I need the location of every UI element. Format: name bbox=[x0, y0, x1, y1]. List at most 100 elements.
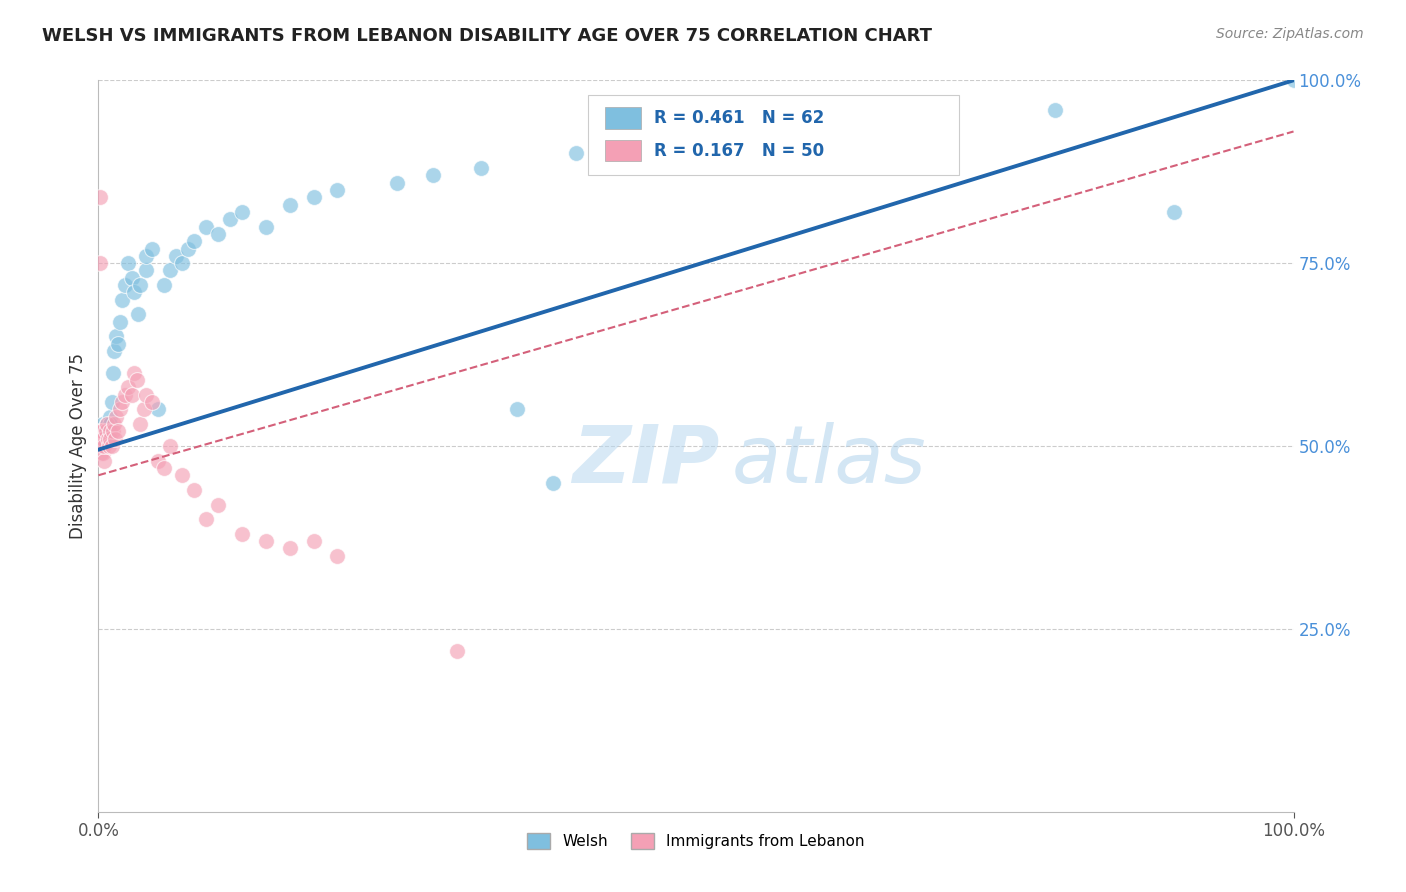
Point bbox=[141, 395, 163, 409]
Text: atlas: atlas bbox=[733, 422, 927, 500]
Point bbox=[90, 446, 112, 460]
Point bbox=[111, 395, 134, 409]
Point bbox=[207, 227, 229, 241]
Point bbox=[177, 242, 200, 256]
Point bbox=[98, 439, 121, 453]
FancyBboxPatch shape bbox=[605, 139, 641, 161]
Point bbox=[103, 343, 125, 358]
Point bbox=[93, 439, 115, 453]
Point bbox=[541, 475, 564, 490]
Point bbox=[101, 425, 124, 439]
Point bbox=[135, 263, 157, 277]
Point bbox=[90, 425, 112, 439]
Point bbox=[135, 249, 157, 263]
Point bbox=[165, 249, 187, 263]
Point bbox=[924, 110, 946, 124]
Point bbox=[1163, 205, 1185, 219]
Point bbox=[111, 293, 134, 307]
Point bbox=[93, 453, 115, 467]
Point bbox=[91, 417, 114, 431]
Point bbox=[98, 432, 121, 446]
Point bbox=[105, 329, 128, 343]
Point bbox=[148, 453, 170, 467]
Point bbox=[159, 263, 181, 277]
Point bbox=[385, 176, 409, 190]
Point bbox=[90, 439, 112, 453]
Point bbox=[231, 205, 253, 219]
Point bbox=[98, 432, 122, 446]
Point bbox=[121, 388, 143, 402]
Text: WELSH VS IMMIGRANTS FROM LEBANON DISABILITY AGE OVER 75 CORRELATION CHART: WELSH VS IMMIGRANTS FROM LEBANON DISABIL… bbox=[42, 27, 932, 45]
Point bbox=[91, 432, 114, 446]
FancyBboxPatch shape bbox=[605, 107, 641, 128]
Point bbox=[159, 439, 181, 453]
Text: R = 0.461   N = 62: R = 0.461 N = 62 bbox=[654, 109, 824, 127]
Point bbox=[195, 219, 218, 234]
Text: ZIP: ZIP bbox=[572, 422, 720, 500]
Point bbox=[141, 242, 163, 256]
Point bbox=[114, 278, 136, 293]
Point bbox=[90, 425, 112, 439]
Point bbox=[506, 402, 529, 417]
Point bbox=[124, 366, 146, 380]
Point bbox=[121, 270, 143, 285]
Point bbox=[135, 388, 157, 402]
Point bbox=[470, 161, 492, 175]
Point bbox=[117, 256, 139, 270]
Point bbox=[108, 315, 131, 329]
Point bbox=[89, 425, 111, 439]
Point bbox=[195, 512, 218, 526]
Point bbox=[105, 409, 128, 424]
Point bbox=[302, 534, 325, 549]
Point bbox=[302, 190, 325, 204]
Point bbox=[97, 432, 120, 446]
Point bbox=[254, 219, 277, 234]
Point bbox=[278, 197, 301, 211]
Point bbox=[446, 644, 468, 658]
Point bbox=[219, 212, 242, 227]
Point bbox=[183, 234, 205, 248]
Text: Source: ZipAtlas.com: Source: ZipAtlas.com bbox=[1216, 27, 1364, 41]
Point bbox=[865, 117, 887, 131]
Point bbox=[108, 402, 131, 417]
Point bbox=[326, 183, 349, 197]
Point bbox=[117, 380, 139, 394]
Point bbox=[125, 373, 148, 387]
Point bbox=[98, 417, 122, 431]
Point bbox=[231, 526, 253, 541]
Point bbox=[89, 190, 111, 204]
Point bbox=[91, 425, 114, 439]
Point bbox=[103, 417, 125, 431]
Point bbox=[745, 124, 768, 138]
Point bbox=[98, 409, 122, 424]
Point bbox=[94, 432, 117, 446]
Point bbox=[94, 425, 117, 439]
Point bbox=[98, 425, 122, 439]
Point bbox=[89, 439, 111, 453]
Point bbox=[91, 425, 114, 439]
Point bbox=[93, 425, 115, 439]
Point bbox=[89, 432, 111, 446]
Point bbox=[91, 446, 114, 460]
Point bbox=[91, 432, 114, 446]
Point bbox=[101, 366, 124, 380]
Y-axis label: Disability Age Over 75: Disability Age Over 75 bbox=[69, 353, 87, 539]
Point bbox=[1282, 73, 1305, 87]
Point bbox=[685, 132, 707, 146]
Point bbox=[207, 498, 229, 512]
Legend: Welsh, Immigrants from Lebanon: Welsh, Immigrants from Lebanon bbox=[522, 827, 870, 855]
Point bbox=[422, 169, 444, 183]
Point bbox=[91, 432, 114, 446]
Point bbox=[90, 432, 112, 446]
Point bbox=[96, 417, 118, 431]
Point bbox=[100, 395, 122, 409]
Point bbox=[172, 256, 194, 270]
Point bbox=[127, 307, 149, 321]
Point bbox=[626, 139, 648, 153]
Point bbox=[91, 432, 114, 446]
Point bbox=[148, 402, 170, 417]
Point bbox=[254, 534, 277, 549]
Point bbox=[183, 483, 205, 497]
Point bbox=[90, 432, 112, 446]
Point bbox=[129, 417, 152, 431]
